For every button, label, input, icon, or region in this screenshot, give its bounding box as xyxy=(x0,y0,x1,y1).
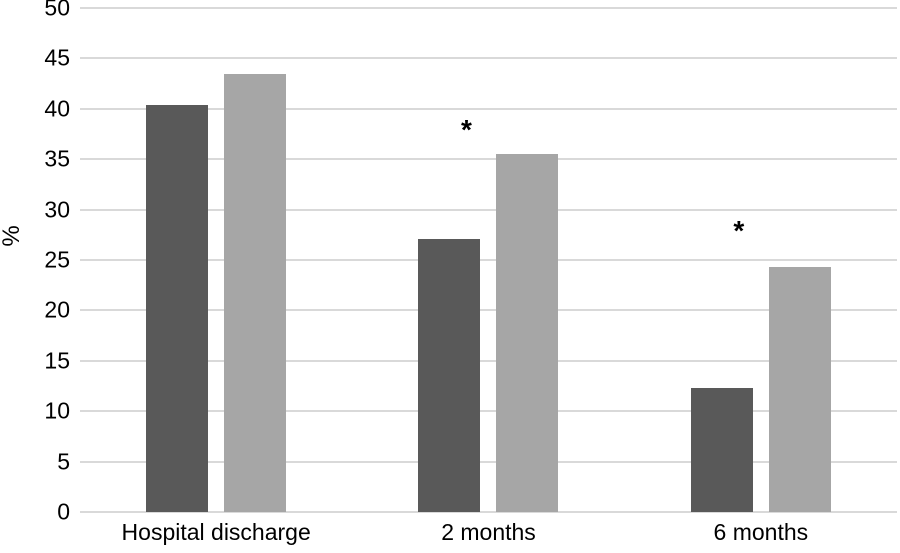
y-tick-label-10: 10 xyxy=(44,397,70,424)
y-tick-label-5: 5 xyxy=(57,448,70,475)
x-axis-labels: Hospital discharge 2 months 6 months xyxy=(80,519,897,547)
gridline-35 xyxy=(80,158,897,161)
significance-asterisk-2-months: * xyxy=(461,113,472,145)
bar-group-1 xyxy=(352,8,624,512)
bar-dark-gray-series-1 xyxy=(418,238,481,512)
bar-light-gray-series-1 xyxy=(496,154,559,512)
y-tick-label-0: 0 xyxy=(57,498,70,525)
gridline-10 xyxy=(80,410,897,413)
y-tick-label-35: 35 xyxy=(44,145,70,172)
gridline-30 xyxy=(80,208,897,211)
gridline-45 xyxy=(80,57,897,60)
gridline-20 xyxy=(80,309,897,312)
x-tick-label-1: 2 months xyxy=(441,519,536,545)
y-tick-label-50: 50 xyxy=(44,0,70,21)
y-tick-label-15: 15 xyxy=(44,347,70,374)
significance-asterisk-6-months: * xyxy=(733,214,745,246)
x-tick-label-2: 6 months xyxy=(713,519,809,545)
y-axis-tick-labels: 0 5 10 15 20 25 30 35 40 45 50 xyxy=(0,0,70,523)
gridline-5 xyxy=(80,460,897,463)
y-tick-label-30: 30 xyxy=(44,196,70,223)
plot-area: * * xyxy=(80,7,897,513)
bar-light-gray-series-0 xyxy=(224,73,287,512)
y-tick-label-45: 45 xyxy=(44,44,70,71)
y-tick-label-40: 40 xyxy=(44,95,70,122)
bar-group-2 xyxy=(625,8,897,512)
bar-light-gray-series-2 xyxy=(768,267,831,512)
x-axis-line xyxy=(80,511,897,513)
y-tick-label-20: 20 xyxy=(44,296,70,323)
x-tick-label-0: Hospital discharge xyxy=(121,519,311,545)
bar-group-0 xyxy=(80,8,352,512)
bar-dark-gray-series-2 xyxy=(690,388,753,512)
y-tick-label-25: 25 xyxy=(44,246,70,273)
gridline-15 xyxy=(80,359,897,362)
gridline-50 xyxy=(80,7,897,9)
gridline-25 xyxy=(80,259,897,261)
bar-dark-gray-series-0 xyxy=(146,104,209,512)
gridline-40 xyxy=(80,107,897,110)
